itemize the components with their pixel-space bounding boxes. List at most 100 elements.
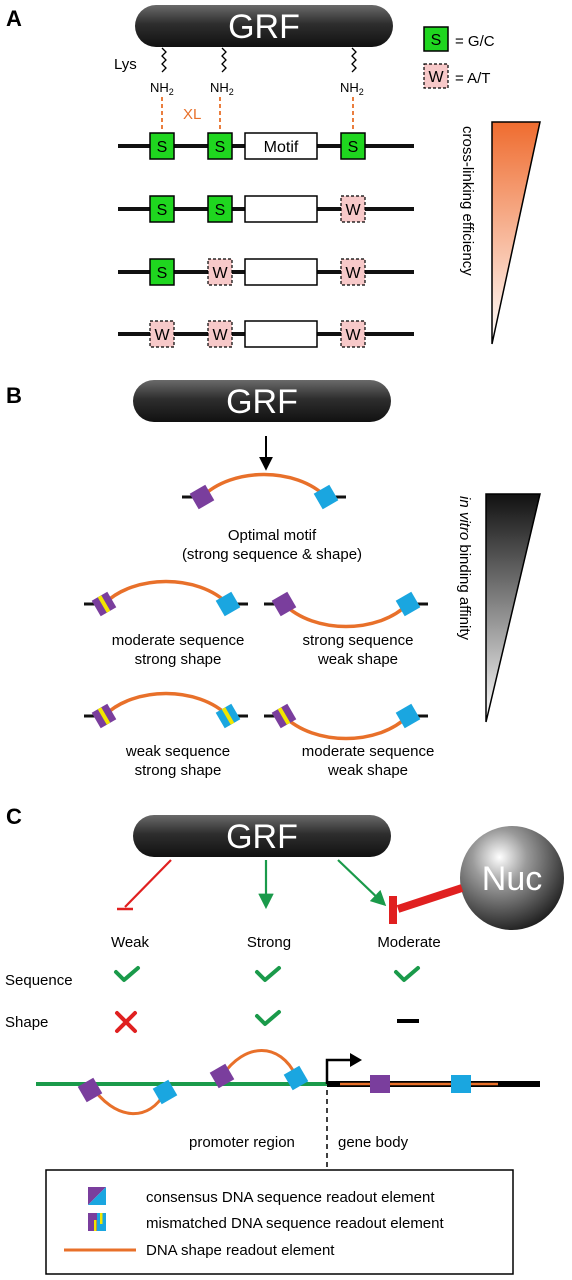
case3-line1: weak sequence: [125, 743, 230, 760]
gene-body-label: gene body: [338, 1134, 409, 1151]
motif-label: Motif: [264, 139, 299, 156]
nh2-label-1: NH2: [150, 80, 174, 97]
base-symbol: S: [215, 139, 226, 156]
weak-inhibition-line: [124, 859, 172, 908]
w-base-box: [207, 320, 233, 348]
legend-box: [45, 1169, 514, 1275]
svg-text:NH2: NH2: [210, 80, 234, 97]
crosslink-gradient-triangle: [491, 121, 541, 345]
case2-line1: strong sequence: [303, 632, 414, 649]
promoter-purple-element-2: [209, 1063, 235, 1089]
svg-text:NH2: NH2: [340, 80, 364, 97]
s-base-box: [149, 132, 175, 160]
motif-box: [244, 320, 318, 348]
base-symbol: W: [345, 327, 361, 344]
legend-s-text: = G/C: [455, 33, 495, 50]
svg-text:NH2: NH2: [150, 80, 174, 97]
optimal-motif-line2: (strong sequence & shape): [182, 546, 362, 563]
tss-arrow-head-icon: [350, 1053, 362, 1067]
legend-s-symbol: S: [431, 32, 442, 49]
nuc-label: Nuc: [482, 860, 542, 898]
case1-line2: strong shape: [135, 651, 222, 668]
moderate-sequence-check-icon: [394, 966, 420, 982]
xl-label: XL: [183, 106, 201, 123]
base-symbol: W: [212, 327, 228, 344]
col-header-weak: Weak: [111, 934, 150, 951]
panel-a-label: A: [6, 6, 22, 31]
base-symbol: W: [212, 265, 228, 282]
sequence-element-purple-3: [91, 703, 117, 729]
base-symbol: S: [157, 265, 168, 282]
shape-curve-2: [220, 1049, 298, 1077]
case2-line2: weak shape: [317, 651, 398, 668]
legend-w-box: [423, 63, 449, 89]
promoter-blue-element-2: [283, 1065, 309, 1091]
s-base-box: [149, 195, 175, 223]
legend-s-box: [423, 26, 449, 52]
w-base-box: [340, 195, 366, 223]
legend-consensus-text: consensus DNA sequence readout element: [146, 1189, 435, 1206]
panel-b-label: B: [6, 383, 22, 408]
col-header-strong: Strong: [247, 934, 291, 951]
w-base-box: [340, 258, 366, 286]
weak-sequence-check-icon: [114, 966, 140, 982]
nh2-label-2: NH2: [210, 80, 234, 97]
gene-body-purple-element: [370, 1075, 390, 1093]
motif-box: [244, 132, 318, 160]
moderate-activation-arrow: [337, 859, 387, 907]
grf-protein-a: [135, 5, 393, 47]
dna-shape-arc: [282, 602, 410, 629]
base-symbol: S: [157, 202, 168, 219]
mismatched-element-icon: [88, 1213, 106, 1231]
legend-shape-text: DNA shape readout element: [146, 1242, 335, 1259]
legend-icons: [88, 1187, 106, 1231]
grf-protein-b: [133, 380, 391, 422]
crosslink-gradient-label: cross-linking efficiency: [459, 126, 476, 276]
lysine-chain-3: [351, 47, 357, 73]
case3-line2: strong shape: [135, 762, 222, 779]
base-symbol: S: [157, 139, 168, 156]
case4-line2: weak shape: [327, 762, 408, 779]
motif-box: [244, 195, 318, 223]
grf-protein-c: [133, 815, 391, 857]
base-symbol: W: [154, 327, 170, 344]
sequence-element-purple-4: [271, 703, 297, 729]
sequence-element-purple-2: [271, 591, 297, 617]
w-base-box: [149, 320, 175, 348]
consensus-element-icon: [88, 1187, 106, 1205]
motif-box: [244, 258, 318, 286]
col-header-moderate: Moderate: [377, 934, 440, 951]
panel-c-label: C: [6, 804, 22, 829]
nh2-label-3: NH2: [340, 80, 364, 97]
sequence-element-blue-0: [313, 484, 339, 510]
dna-shape-arc: [102, 579, 230, 606]
strong-shape-check-icon: [255, 1010, 281, 1026]
legend-w-symbol: W: [428, 69, 444, 86]
lys-label: Lys: [114, 56, 137, 73]
sequence-element-blue-1: [215, 591, 241, 617]
case4-line1: moderate sequence: [302, 743, 435, 760]
s-base-box: [207, 132, 233, 160]
dna-rows: Motif S S S S S W S W W W W W: [118, 132, 414, 348]
grf-label-a: GRF: [228, 8, 300, 46]
legend-mismatched-text: mismatched DNA sequence readout element: [146, 1215, 444, 1232]
w-base-box: [207, 258, 233, 286]
strong-sequence-check-icon: [255, 966, 281, 982]
base-symbol: W: [345, 265, 361, 282]
w-base-box: [340, 320, 366, 348]
genome-elements: [77, 1063, 471, 1105]
sequence-element-blue-2: [395, 591, 421, 617]
legend-w-text: = A/T: [455, 70, 490, 87]
row-label-shape: Shape: [5, 1014, 48, 1031]
base-symbol: W: [345, 202, 361, 219]
nuc-inhibition-line: [396, 884, 464, 913]
s-base-box: [207, 195, 233, 223]
sequence-element-blue-3: [215, 703, 241, 729]
binding-affinity-triangle: [485, 493, 541, 723]
promoter-region-label: promoter region: [189, 1134, 295, 1151]
promoter-blue-element-1: [152, 1079, 178, 1105]
lysine-chain-2: [221, 47, 227, 73]
grf-label-c: GRF: [226, 818, 298, 856]
gene-body-blue-element: [451, 1075, 471, 1093]
lysine-chain-1: [161, 47, 167, 73]
